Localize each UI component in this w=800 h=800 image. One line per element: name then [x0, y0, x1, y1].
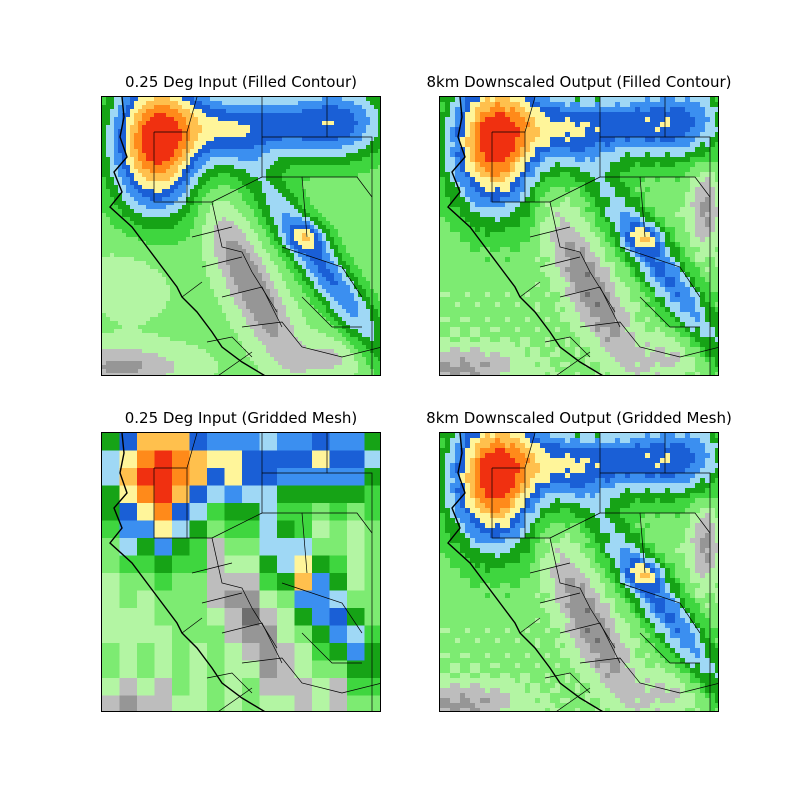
county-border: [241, 657, 380, 694]
county-border: [619, 582, 701, 634]
county-border: [556, 687, 591, 711]
county-border: [153, 132, 212, 203]
map-canvas: [440, 97, 718, 375]
county-border: [491, 468, 550, 539]
county-border: [206, 672, 253, 694]
coastline: [447, 97, 604, 375]
county-border: [221, 622, 283, 664]
county-border: [181, 617, 203, 634]
county-border: [281, 582, 363, 634]
county-border: [640, 512, 711, 534]
panel-title-4: 8km Downscaled Output (Gridded Mesh): [426, 409, 732, 427]
county-border: [549, 537, 591, 609]
county-border: [327, 472, 373, 493]
coastline: [109, 433, 266, 711]
county-border: [529, 226, 571, 238]
county-border: [301, 632, 362, 664]
county-border: [301, 296, 362, 328]
map-canvas: [102, 97, 380, 375]
county-border: [191, 226, 233, 238]
county-border: [491, 132, 550, 203]
county-border: [639, 632, 700, 664]
county-border: [302, 176, 373, 198]
county-border: [579, 321, 718, 358]
county-border: [281, 246, 363, 298]
county-border: [589, 271, 616, 313]
county-border: [241, 321, 380, 358]
county-border: [519, 617, 541, 634]
county-border: [665, 136, 711, 157]
county-border: [327, 136, 373, 157]
map-panel-input-mesh: [101, 432, 381, 712]
county-border: [218, 351, 253, 375]
county-border: [211, 201, 253, 273]
county-border: [191, 562, 233, 574]
county-border: [665, 472, 711, 493]
panel-title-3: 0.25 Deg Input (Gridded Mesh): [124, 409, 358, 427]
county-border: [539, 256, 581, 268]
county-border: [619, 246, 701, 298]
county-border: [639, 296, 700, 328]
county-border: [529, 562, 571, 574]
county-border: [218, 687, 253, 711]
map-panel-input-contour: [101, 96, 381, 376]
county-border: [181, 281, 203, 298]
map-panel-output-contour: [439, 96, 719, 376]
county-border: [519, 281, 541, 298]
coastline: [109, 97, 266, 375]
county-border: [544, 336, 591, 358]
county-border: [559, 286, 621, 328]
county-border: [251, 607, 278, 649]
county-border: [549, 201, 591, 273]
coastline: [447, 433, 604, 711]
county-border: [544, 672, 591, 694]
map-canvas: [440, 433, 718, 711]
county-border: [302, 512, 373, 534]
county-border: [539, 592, 581, 604]
county-border: [549, 512, 646, 574]
panel-title-2: 8km Downscaled Output (Filled Contour): [426, 73, 732, 91]
county-border: [211, 537, 253, 609]
panel-title-1: 0.25 Deg Input (Filled Contour): [125, 73, 357, 91]
county-border: [251, 271, 278, 313]
county-border: [211, 176, 308, 238]
map-canvas: [102, 433, 380, 711]
county-border: [556, 351, 591, 375]
county-border: [640, 176, 711, 198]
county-border: [153, 468, 212, 539]
map-panel-output-mesh: [439, 432, 719, 712]
county-border: [221, 286, 283, 328]
county-border: [201, 592, 243, 604]
county-border: [589, 607, 616, 649]
county-border: [559, 622, 621, 664]
county-border: [579, 657, 718, 694]
county-border: [206, 336, 253, 358]
county-border: [201, 256, 243, 268]
county-border: [549, 176, 646, 238]
county-border: [211, 512, 308, 574]
